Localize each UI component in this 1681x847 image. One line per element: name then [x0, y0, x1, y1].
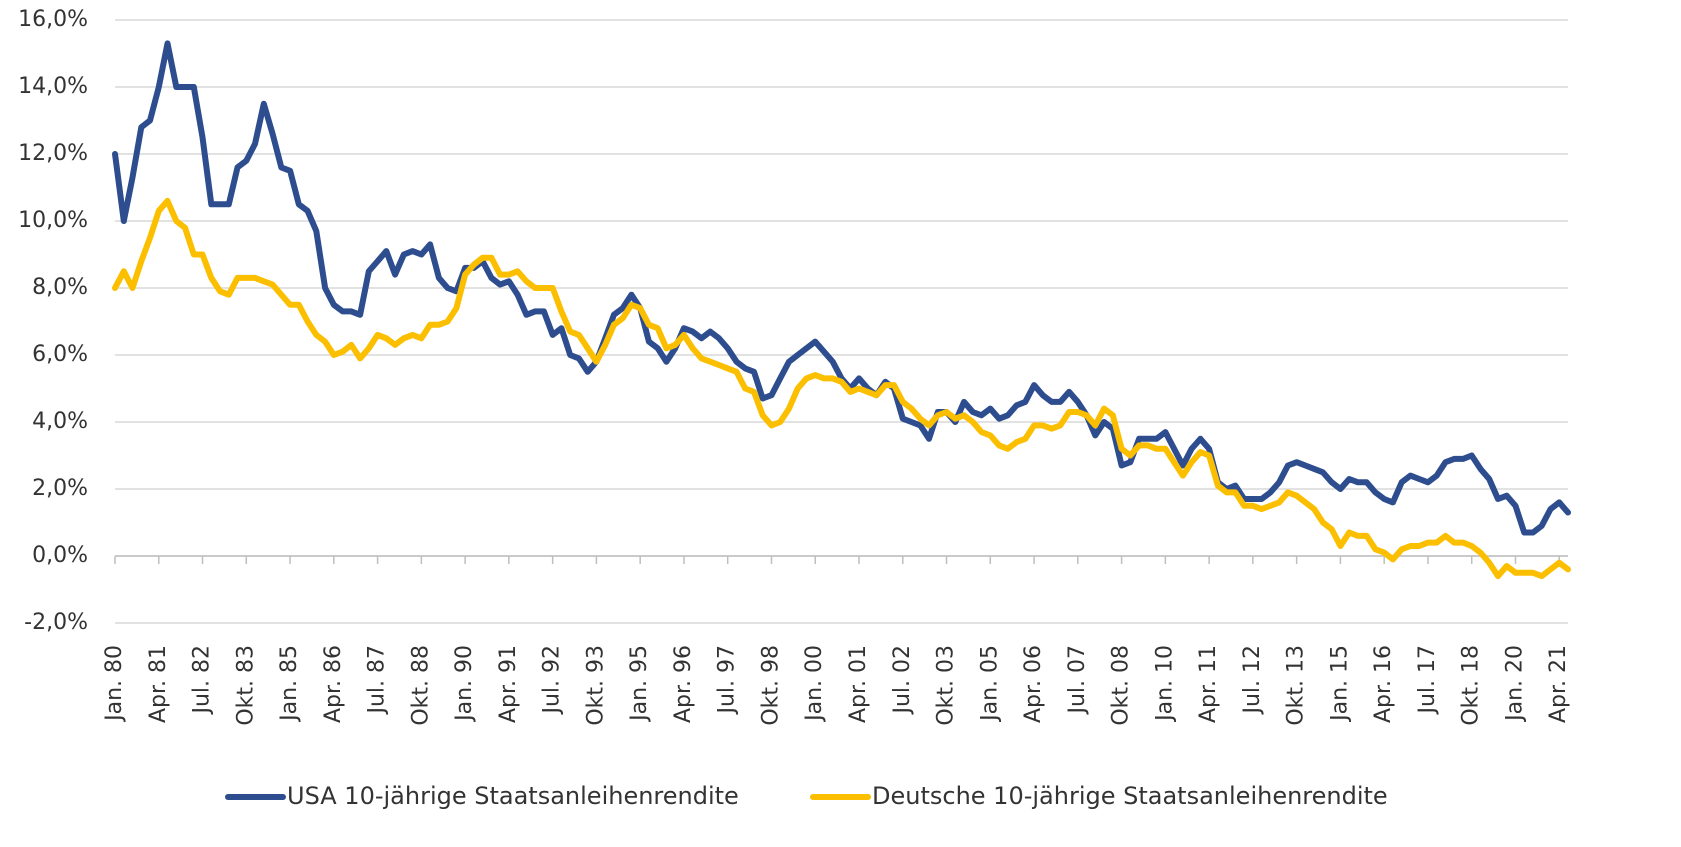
x-tick-label: Jul. 82 — [190, 645, 215, 716]
x-tick-label: Jan. 20 — [1502, 645, 1527, 723]
x-tick-label: Jan. 85 — [277, 645, 302, 723]
y-tick-label: 16,0% — [18, 7, 88, 32]
x-tick-label: Apr. 96 — [671, 645, 696, 723]
x-tick-label: Jan. 10 — [1152, 645, 1177, 723]
x-tick-label: Apr. 01 — [846, 645, 871, 723]
x-tick-label: Okt. 08 — [1109, 645, 1134, 726]
x-tick-label: Okt. 13 — [1284, 645, 1309, 726]
x-tick-label: Jan. 05 — [977, 645, 1002, 723]
y-tick-label: 2,0% — [32, 476, 88, 501]
legend-label: Deutsche 10-jährige Staatsanleihenrendit… — [872, 782, 1388, 810]
series-line — [112, 40, 1571, 536]
y-tick-label: 8,0% — [32, 275, 88, 300]
y-tick-label: 0,0% — [32, 543, 88, 568]
legend-label: USA 10-jährige Staatsanleihenrendite — [287, 782, 739, 810]
y-tick-label: 12,0% — [18, 141, 88, 166]
x-tick-label: Jul. 12 — [1240, 645, 1265, 716]
x-tick-label: Jan. 80 — [102, 645, 127, 723]
y-tick-label: 4,0% — [32, 409, 88, 434]
x-tick-label: Apr. 16 — [1371, 645, 1396, 723]
x-tick-label: Okt. 18 — [1459, 645, 1484, 726]
y-tick-label: 10,0% — [18, 208, 88, 233]
x-tick-label: Okt. 83 — [233, 645, 258, 726]
x-tick-label: Jul. 97 — [715, 645, 740, 716]
x-tick-label: Jul. 02 — [890, 645, 915, 716]
x-tick-label: Apr. 21 — [1546, 645, 1571, 723]
x-tick-label: Okt. 98 — [758, 645, 783, 726]
x-tick-label: Apr. 91 — [496, 645, 521, 723]
x-tick-label: Okt. 88 — [408, 645, 433, 726]
x-tick-label: Apr. 81 — [146, 645, 171, 723]
x-tick-label: Jul. 17 — [1415, 645, 1440, 716]
y-tick-label: -2,0% — [24, 610, 88, 635]
x-tick-label: Okt. 03 — [934, 645, 959, 726]
x-tick-label: Apr. 86 — [321, 645, 346, 723]
y-tick-label: 6,0% — [32, 342, 88, 367]
x-tick-label: Okt. 93 — [583, 645, 608, 726]
x-tick-label: Jan. 95 — [627, 645, 652, 723]
series-line — [112, 197, 1571, 580]
x-tick-label: Apr. 11 — [1196, 645, 1221, 723]
x-tick-label: Jan. 15 — [1327, 645, 1352, 723]
x-tick-label: Jul. 92 — [540, 645, 565, 716]
y-tick-label: 14,0% — [18, 74, 88, 99]
x-tick-label: Jan. 00 — [802, 645, 827, 723]
x-tick-label: Apr. 06 — [1021, 645, 1046, 723]
x-tick-label: Jan. 90 — [452, 645, 477, 723]
x-tick-label: Jul. 87 — [365, 645, 390, 716]
x-tick-label: Jul. 07 — [1065, 645, 1090, 716]
